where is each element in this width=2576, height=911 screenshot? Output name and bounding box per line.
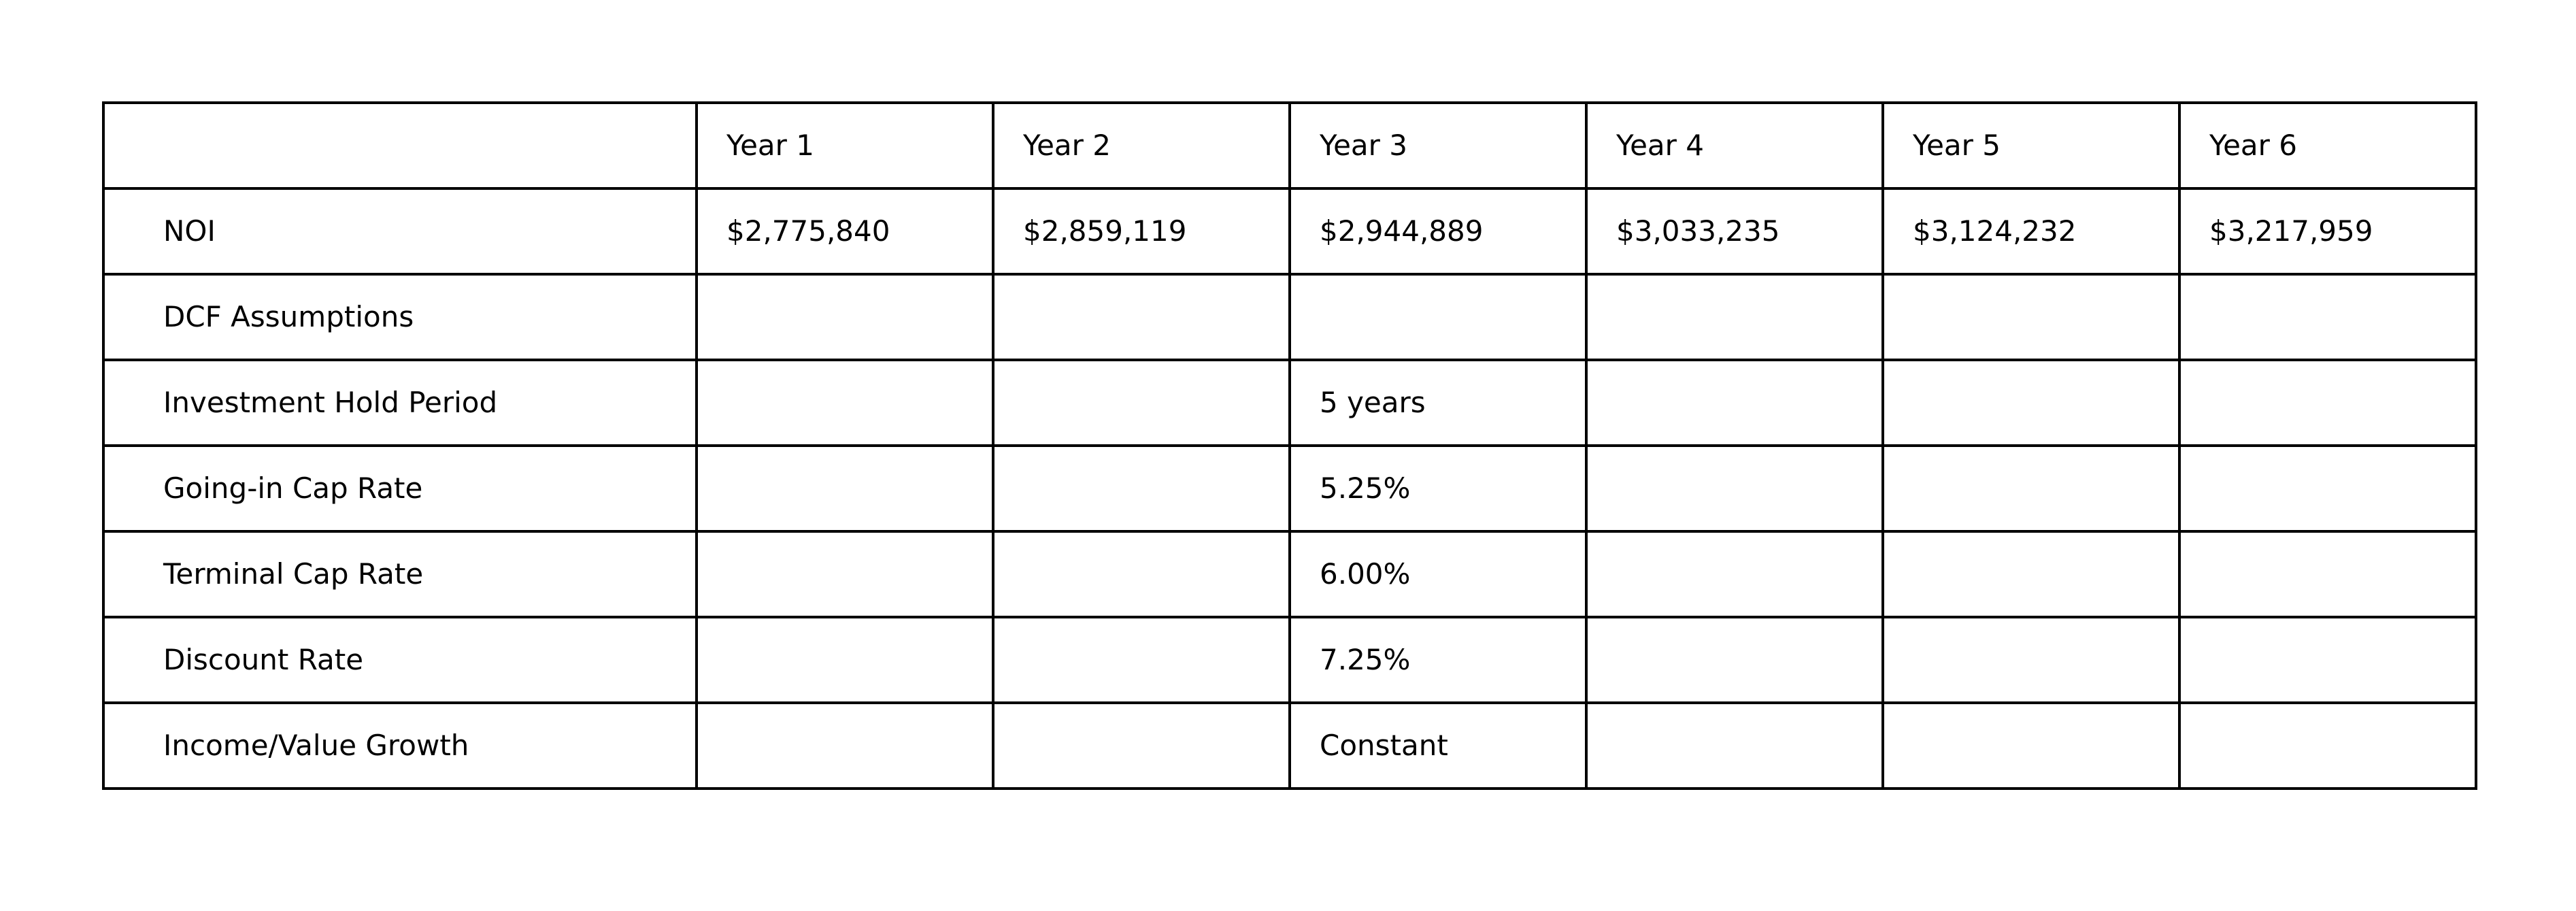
row-label-noi: NOI (102, 187, 698, 276)
table-cell (695, 359, 994, 447)
table-cell (2178, 359, 2477, 447)
table-cell (1585, 616, 1884, 704)
table-cell (992, 701, 1291, 790)
table-cell (695, 701, 994, 790)
table-cell: Constant (1288, 701, 1588, 790)
table-cell (695, 444, 994, 533)
row-label-going-in-cap-rate: Going-in Cap Rate (102, 444, 698, 533)
table-cell: 6.00% (1288, 530, 1588, 618)
table-cell (2178, 616, 2477, 704)
column-header-year-5: Year 5 (1881, 101, 2181, 190)
table-cell: $3,033,235 (1585, 187, 1884, 276)
table-cell (992, 444, 1291, 533)
table-row: DCF Assumptions (102, 273, 2477, 361)
table-cell: $2,859,119 (992, 187, 1291, 276)
table-row: Going-in Cap Rate 5.25% (102, 444, 2477, 533)
table-cell: 5 years (1288, 359, 1588, 447)
table-cell (1881, 359, 2181, 447)
table-cell (2178, 701, 2477, 790)
dcf-table: Year 1 Year 2 Year 3 Year 4 Year 5 Year … (102, 101, 2477, 790)
table-row: NOI $2,775,840 $2,859,119 $2,944,889 $3,… (102, 187, 2477, 276)
table-cell: 5.25% (1288, 444, 1588, 533)
column-header-year-2: Year 2 (992, 101, 1291, 190)
header-corner-cell (102, 101, 698, 190)
table-cell (992, 530, 1291, 618)
table-cell (992, 273, 1291, 361)
table-cell (695, 616, 994, 704)
table-cell (1585, 701, 1884, 790)
table-cell (1881, 530, 2181, 618)
table-cell (2178, 444, 2477, 533)
table-cell (2178, 530, 2477, 618)
table-cell (1881, 616, 2181, 704)
table-cell: $2,775,840 (695, 187, 994, 276)
table-cell (992, 616, 1291, 704)
table-cell (1585, 359, 1884, 447)
table-cell (695, 273, 994, 361)
table-row: Investment Hold Period 5 years (102, 359, 2477, 447)
table-cell (992, 359, 1291, 447)
row-label-terminal-cap-rate: Terminal Cap Rate (102, 530, 698, 618)
header-row: Year 1 Year 2 Year 3 Year 4 Year 5 Year … (102, 101, 2477, 190)
table-row: Discount Rate 7.25% (102, 616, 2477, 704)
row-label-investment-hold-period: Investment Hold Period (102, 359, 698, 447)
column-header-year-3: Year 3 (1288, 101, 1588, 190)
table-cell (1881, 444, 2181, 533)
table-cell (2178, 273, 2477, 361)
table-cell (1288, 273, 1588, 361)
column-header-year-6: Year 6 (2178, 101, 2477, 190)
table-cell: 7.25% (1288, 616, 1588, 704)
table-cell (1881, 273, 2181, 361)
row-label-dcf-assumptions: DCF Assumptions (102, 273, 698, 361)
table-row: Income/Value Growth Constant (102, 701, 2477, 790)
dcf-table-container: Year 1 Year 2 Year 3 Year 4 Year 5 Year … (102, 101, 2477, 790)
table-cell (1881, 701, 2181, 790)
table-cell (1585, 530, 1884, 618)
table-cell (1585, 444, 1884, 533)
column-header-year-4: Year 4 (1585, 101, 1884, 190)
table-cell: $2,944,889 (1288, 187, 1588, 276)
table-cell: $3,217,959 (2178, 187, 2477, 276)
row-label-income-value-growth: Income/Value Growth (102, 701, 698, 790)
row-label-discount-rate: Discount Rate (102, 616, 698, 704)
table-cell: $3,124,232 (1881, 187, 2181, 276)
column-header-year-1: Year 1 (695, 101, 994, 190)
table-row: Terminal Cap Rate 6.00% (102, 530, 2477, 618)
table-cell (695, 530, 994, 618)
table-cell (1585, 273, 1884, 361)
